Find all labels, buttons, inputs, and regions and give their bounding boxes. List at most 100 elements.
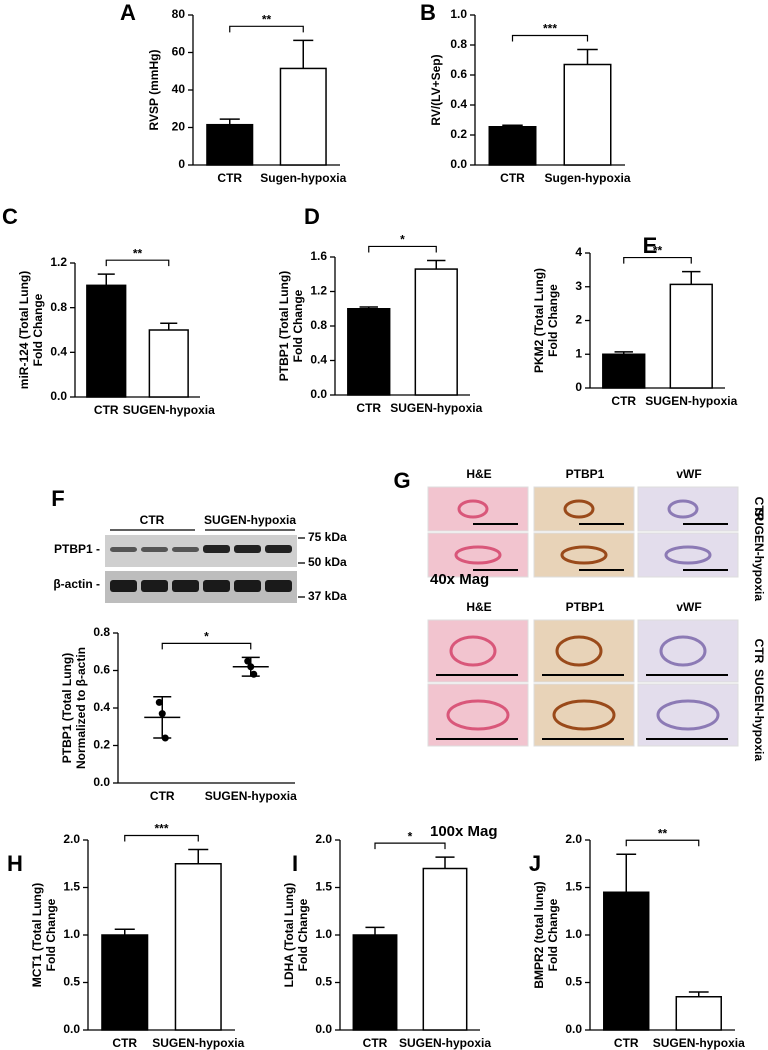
y-tick-label: 2.0 xyxy=(565,832,582,846)
condition-label: SUGEN-hypoxia xyxy=(752,509,766,601)
blot-band xyxy=(265,580,292,592)
y-axis-label: PTBP1 (Total Lung) xyxy=(277,271,291,381)
y-tick-label: 0 xyxy=(575,380,582,394)
x-tick-label: CTR xyxy=(363,1036,388,1050)
y-axis-label: Fold Change xyxy=(44,898,58,971)
data-point xyxy=(158,710,166,718)
blot-band xyxy=(203,545,230,553)
micrograph xyxy=(533,683,635,747)
stain-label: PTBP1 xyxy=(566,600,605,614)
x-tick-label: SUGEN-hypoxia xyxy=(645,394,737,408)
y-tick-label: 0.4 xyxy=(310,353,327,367)
significance-bracket xyxy=(625,839,700,847)
y-tick-label: 40 xyxy=(172,82,186,96)
condition-label: SUGEN-hypoxia xyxy=(752,669,766,761)
y-axis-label: Fold Change xyxy=(296,898,310,971)
bar xyxy=(352,934,398,1031)
significance-bracket xyxy=(161,642,252,650)
bar xyxy=(174,863,222,1031)
panel-label: F xyxy=(51,486,64,511)
marker-label: 50 kDa xyxy=(308,555,347,569)
x-tick-label: CTR xyxy=(611,394,636,408)
x-tick-label: SUGEN-hypoxia xyxy=(205,789,297,803)
y-axis-label: RV/(LV+Sep) xyxy=(429,54,443,125)
bar xyxy=(422,867,468,1031)
x-tick-label: SUGEN-hypoxia xyxy=(123,403,215,417)
significance-bracket xyxy=(374,842,446,850)
blot-group: CTR xyxy=(140,513,165,527)
y-tick-label: 80 xyxy=(172,7,186,21)
bar xyxy=(86,284,127,398)
marker-label: 37 kDa xyxy=(308,589,347,603)
bar xyxy=(488,126,537,166)
panel-label: I xyxy=(292,851,298,876)
data-point xyxy=(250,670,258,678)
blot-strip xyxy=(105,535,297,567)
x-tick-label: Sugen-hypoxia xyxy=(260,171,346,185)
vessel xyxy=(457,499,489,519)
x-tick-label: CTR xyxy=(112,1036,137,1050)
x-tick-label: CTR xyxy=(217,171,242,185)
bar xyxy=(414,268,458,396)
x-tick-label: CTR xyxy=(500,171,525,185)
significance-bracket xyxy=(124,834,199,842)
significance-label: ** xyxy=(658,826,668,840)
y-tick-label: 0.5 xyxy=(565,975,582,989)
x-tick-label: CTR xyxy=(94,403,119,417)
y-axis-label: Fold Change xyxy=(31,293,45,366)
stain-label: vWF xyxy=(676,467,701,481)
panel-label: C xyxy=(2,204,18,229)
x-tick-label: SUGEN-hypoxia xyxy=(152,1036,244,1050)
magnification-label: 40x Mag xyxy=(430,571,489,588)
significance-bracket xyxy=(105,259,170,267)
micrograph xyxy=(427,683,529,747)
blot-band xyxy=(234,580,261,592)
x-tick-label: SUGEN-hypoxia xyxy=(390,401,482,415)
y-tick-label: 60 xyxy=(172,45,186,59)
x-tick-label: SUGEN-hypoxia xyxy=(399,1036,491,1050)
panel-label: G xyxy=(393,468,410,493)
y-tick-label: 1.5 xyxy=(63,880,80,894)
stain-label: H&E xyxy=(466,467,491,481)
vessel xyxy=(454,545,502,565)
vessel xyxy=(446,699,510,731)
y-tick-label: 4 xyxy=(575,245,582,259)
y-axis-label: PTBP1 (Total Lung) xyxy=(60,653,74,763)
y-tick-label: 0.6 xyxy=(93,663,110,677)
blot-group: SUGEN-hypoxia xyxy=(204,513,296,527)
y-tick-label: 0.5 xyxy=(63,975,80,989)
data-point xyxy=(247,663,255,671)
y-tick-label: 0.8 xyxy=(310,318,327,332)
y-tick-label: 1.5 xyxy=(315,880,332,894)
data-point xyxy=(155,698,163,706)
significance-label: *** xyxy=(543,22,557,36)
y-tick-label: 1.6 xyxy=(310,249,327,263)
vessel xyxy=(560,545,608,565)
y-tick-label: 1.0 xyxy=(565,927,582,941)
y-tick-label: 0.0 xyxy=(310,387,327,401)
condition-label: CTR xyxy=(752,639,766,664)
significance-label: ** xyxy=(262,12,272,26)
bar xyxy=(206,123,254,166)
panel-label: A xyxy=(120,0,136,25)
x-tick-label: CTR xyxy=(614,1036,639,1050)
significance-bracket xyxy=(511,34,589,42)
micrograph xyxy=(533,619,635,683)
bar xyxy=(669,283,713,389)
blot-band xyxy=(172,547,199,552)
significance-bracket xyxy=(368,245,437,253)
y-tick-label: 0.0 xyxy=(93,775,110,789)
y-axis-label: Fold Change xyxy=(291,289,305,362)
x-tick-label: Sugen-hypoxia xyxy=(544,171,630,185)
significance-label: *** xyxy=(154,822,168,836)
y-tick-label: 2.0 xyxy=(63,832,80,846)
blot-band xyxy=(141,580,168,592)
y-tick-label: 2 xyxy=(575,313,582,327)
panel-label: J xyxy=(529,851,541,876)
y-tick-label: 0.8 xyxy=(50,300,67,314)
x-tick-label: CTR xyxy=(356,401,381,415)
blot-band-label: β-actin - xyxy=(53,577,100,591)
y-tick-label: 0.2 xyxy=(93,738,110,752)
y-tick-label: 0.8 xyxy=(93,625,110,639)
significance-label: ** xyxy=(133,246,143,260)
